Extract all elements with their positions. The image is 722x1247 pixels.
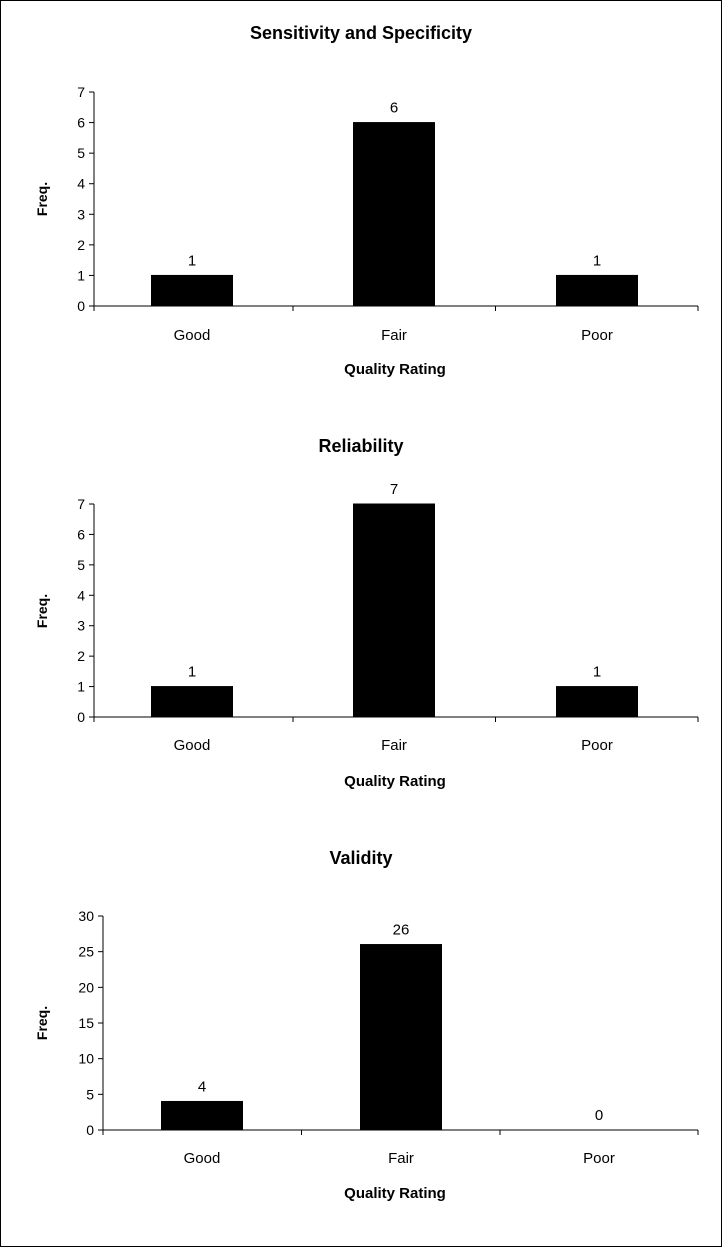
y-axis-title: Freq.: [34, 1006, 50, 1040]
x-axis-title: Quality Rating: [344, 1185, 446, 1202]
y-tick-label: 6: [77, 115, 85, 131]
y-tick-label: 15: [78, 1015, 94, 1031]
data-label: 4: [198, 1078, 206, 1095]
x-category-label: Poor: [581, 737, 613, 754]
data-label: 1: [593, 252, 601, 269]
bar-poor: [556, 686, 638, 718]
data-label: 26: [393, 922, 410, 939]
x-category-label: Fair: [381, 327, 407, 344]
bar-fair: [353, 122, 435, 307]
y-tick-label: 2: [77, 237, 85, 253]
data-label: 1: [593, 664, 601, 681]
y-tick-label: 3: [77, 618, 85, 634]
bar-good: [151, 274, 233, 307]
chart-1: Sensitivity and Specificity 0 1 2 3 4 5 6 7 1 Good…: [34, 23, 699, 378]
chart-title: Validity: [329, 848, 392, 868]
chart-title: Reliability: [318, 436, 403, 456]
data-label: 0: [595, 1107, 603, 1124]
y-tick-label: 2: [77, 648, 85, 664]
x-category-label: Fair: [381, 737, 407, 754]
y-tick-label: 0: [77, 709, 85, 725]
y-tick-label: 4: [77, 176, 85, 192]
x-category-label: Poor: [583, 1150, 615, 1167]
bar-fair: [360, 944, 442, 1131]
y-tick-label: 10: [78, 1051, 94, 1067]
x-category-label: Poor: [581, 327, 613, 344]
y-tick-label: 6: [77, 526, 85, 542]
chart-title: Sensitivity and Specificity: [250, 23, 472, 43]
bar-good: [161, 1100, 243, 1131]
y-axis-title: Freq.: [34, 182, 50, 216]
x-axis-title: Quality Rating: [344, 361, 446, 378]
y-tick-label: 3: [77, 206, 85, 222]
y-tick-label: 1: [77, 679, 85, 695]
y-axis-title: Freq.: [34, 594, 50, 628]
y-tick-label: 7: [77, 84, 85, 100]
y-tick-label: 0: [86, 1122, 94, 1138]
data-label: 6: [390, 100, 398, 117]
bar-good: [151, 686, 233, 718]
data-label: 7: [390, 481, 398, 498]
y-tick-label: 30: [78, 908, 94, 924]
x-category-label: Good: [174, 737, 211, 754]
bar-poor: [556, 274, 638, 307]
data-label: 1: [188, 664, 196, 681]
x-axis-title: Quality Rating: [344, 773, 446, 790]
y-tick-label: 5: [77, 145, 85, 161]
y-tick-label: 20: [78, 979, 94, 995]
y-tick-label: 25: [78, 944, 94, 960]
bar-fair: [353, 503, 435, 718]
y-tick-label: 4: [77, 587, 85, 603]
chart-3: Validity 0 5 10 15 20 25 30 4 Good 26 Fair 0 Poor Qual…: [34, 848, 699, 1202]
chart-2: Reliability 0 1 2 3 4 5 6 7 1 Good 7 Fair 1 Poor Qualit…: [34, 436, 699, 790]
x-category-label: Good: [184, 1150, 221, 1167]
y-tick-label: 0: [77, 298, 85, 314]
x-category-label: Fair: [388, 1150, 414, 1167]
y-tick-label: 5: [77, 557, 85, 573]
y-tick-label: 7: [77, 496, 85, 512]
y-tick-label: 1: [77, 267, 85, 283]
data-label: 1: [188, 252, 196, 269]
x-category-label: Good: [174, 327, 211, 344]
y-tick-label: 5: [86, 1086, 94, 1102]
